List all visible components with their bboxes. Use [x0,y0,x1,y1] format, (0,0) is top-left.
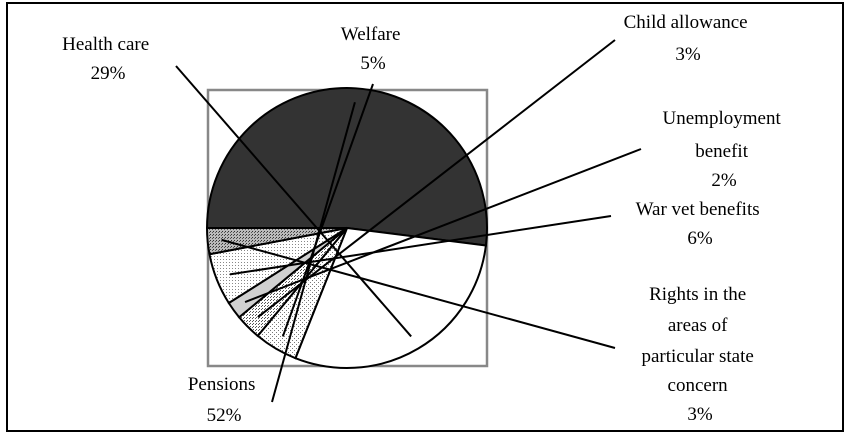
leader-line-rights-in-the-areas-of-particular-state-concern [221,238,616,349]
label-line: 6% [687,228,713,249]
label-line: areas of [668,315,728,336]
label-line: Pensions [188,374,256,395]
label-line: 3% [675,44,701,65]
label-line: Unemployment [663,108,782,129]
label-line: 52% [207,405,242,426]
label-health-care: Health care 29% [62,34,154,84]
leader-line-welfare [281,83,374,337]
label-line: War vet benefits [636,199,760,220]
label-line: benefit [695,141,748,162]
label-rights-particular-state-concern: Rights in the areas of particular state … [641,284,758,425]
label-line: Child allowance [624,12,748,33]
label-child-allowance: Child allowance 3% [624,12,753,65]
leader-line-war-vet-benefits [229,215,612,276]
label-unemployment-benefit: Unemployment benefit 2% [663,108,786,191]
label-line: Health care [62,34,149,55]
label-welfare: Welfare 5% [341,24,405,74]
label-line: 5% [360,53,386,74]
label-line: concern [668,375,729,396]
label-line: 2% [711,170,737,191]
label-line: Welfare [341,24,401,45]
leader-line-child-allowance [257,39,616,318]
label-war-vet-benefits: War vet benefits 6% [636,199,765,249]
label-line: 29% [91,63,126,84]
label-pensions: Pensions 52% [188,374,260,426]
label-line: particular state [641,346,753,367]
label-line: 3% [687,404,713,425]
pie-slice-health-care [294,226,488,369]
label-line: Rights in the [649,284,746,305]
pie-slice-rights-in-the-areas-of-particular-state-concern [205,227,348,256]
pie-slice-pensions [205,87,488,247]
leader-line-health-care [175,65,412,338]
leader-line-unemployment-benefit [244,148,642,303]
